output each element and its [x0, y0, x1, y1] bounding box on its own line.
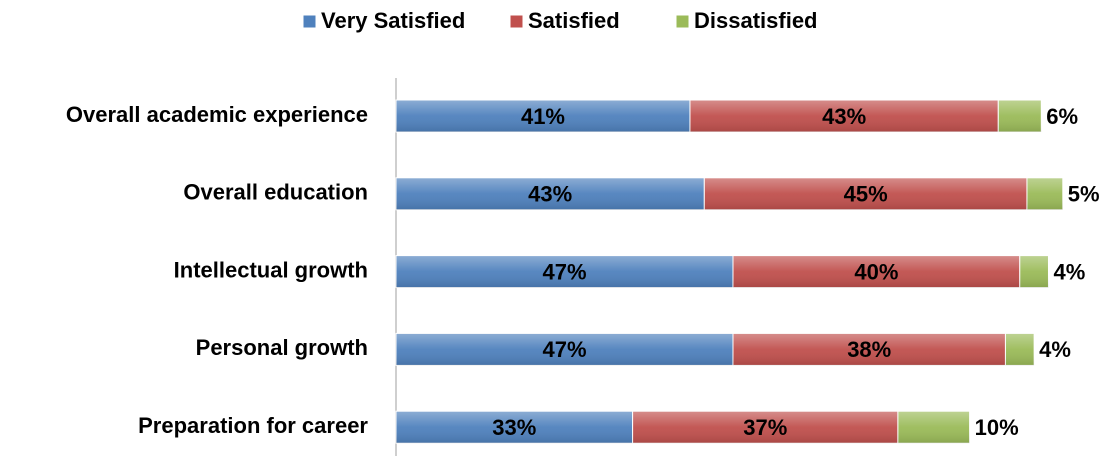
legend-swatch	[509, 14, 524, 29]
legend-swatch	[302, 14, 317, 29]
data-label: 38%	[847, 337, 891, 362]
data-label: 45%	[844, 182, 888, 207]
bar-shine	[396, 100, 690, 132]
data-label: 4%	[1053, 259, 1085, 284]
data-label: 41%	[521, 104, 565, 129]
data-label: 5%	[1068, 182, 1100, 207]
data-label: 4%	[1039, 337, 1071, 362]
category-label: Personal growth	[196, 335, 368, 360]
data-label: 33%	[492, 415, 536, 440]
category-label: Overall education	[183, 180, 368, 205]
legend-label: Very Satisfied	[321, 8, 465, 33]
category-label: Overall academic experience	[66, 102, 368, 127]
bar-shine	[732, 333, 1006, 366]
data-label: 37%	[743, 415, 787, 440]
bar-shine	[396, 333, 733, 366]
category-label: Intellectual growth	[174, 257, 368, 282]
data-label: 47%	[542, 259, 586, 284]
data-label: 43%	[528, 182, 572, 207]
bar-shine	[897, 411, 970, 444]
bar-shine	[396, 411, 633, 444]
legend-label: Dissatisfied	[694, 8, 818, 33]
data-label: 40%	[854, 259, 898, 284]
data-label: 6%	[1046, 104, 1078, 129]
bar-shine	[704, 177, 1027, 210]
bar-shine	[689, 100, 999, 132]
bar-shine	[998, 100, 1042, 132]
category-label: Preparation for career	[138, 413, 368, 438]
bar-shine	[1026, 177, 1063, 210]
bar-shine	[1005, 333, 1035, 366]
bar-shine	[732, 255, 1020, 288]
legend-label: Satisfied	[528, 8, 620, 33]
bar-shine	[632, 411, 898, 444]
bar-shine	[396, 177, 705, 210]
legend-swatch	[675, 14, 690, 29]
bar-shine	[396, 255, 733, 288]
bar-shine	[1019, 255, 1049, 288]
data-label: 47%	[542, 337, 586, 362]
data-label: 43%	[822, 104, 866, 129]
data-label: 10%	[975, 415, 1019, 440]
